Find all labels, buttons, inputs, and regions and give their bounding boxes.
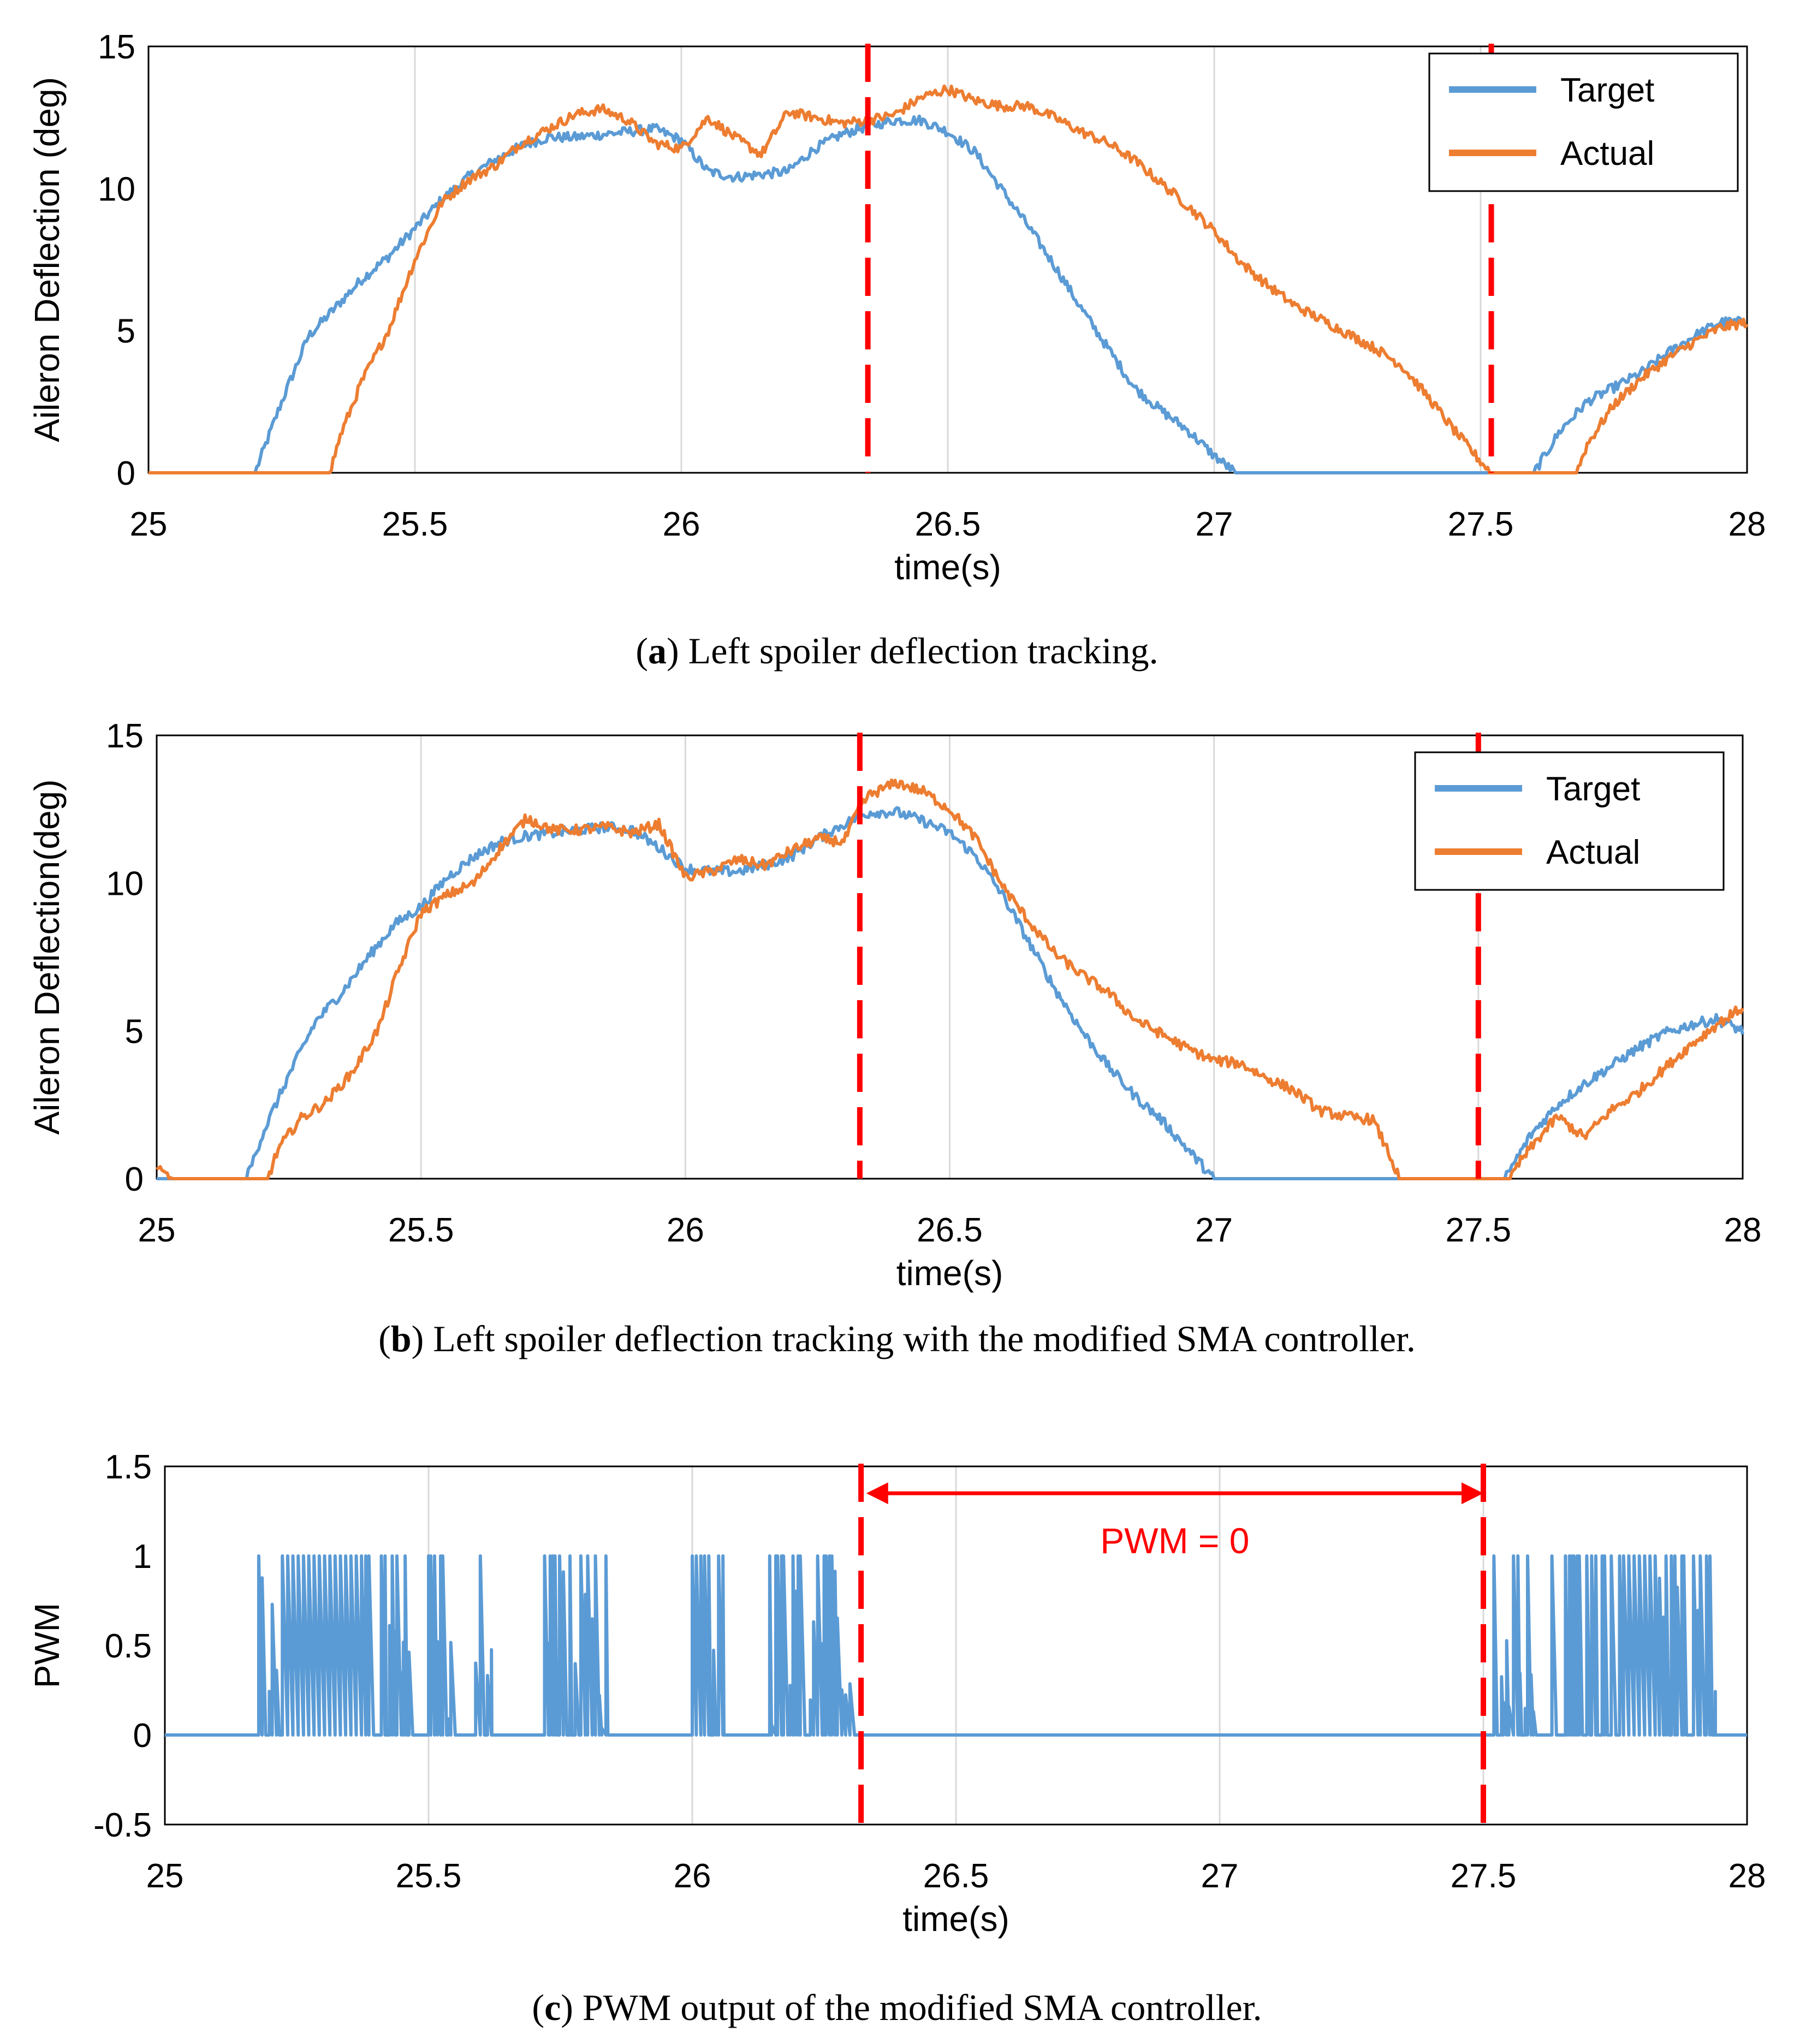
y-tick-label: 15 xyxy=(106,717,144,755)
caption-text: Left spoiler deflection tracking. xyxy=(688,630,1159,672)
x-tick-label: 28 xyxy=(1728,1857,1766,1895)
legend-label: Target xyxy=(1546,770,1640,808)
caption-text: PWM output of the modified SMA controlle… xyxy=(583,1987,1262,2028)
x-axis-title: time(s) xyxy=(902,1899,1009,1939)
legend-box xyxy=(1428,52,1739,192)
y-tick-label: 0 xyxy=(125,1161,144,1198)
caption-paren: ( xyxy=(635,630,648,672)
x-tick-label: 26 xyxy=(667,1211,704,1249)
figure-caption: (a) Left spoiler deflection tracking. xyxy=(635,630,1158,672)
x-axis-title: time(s) xyxy=(894,548,1001,587)
x-tick-label: 27.5 xyxy=(1451,1857,1517,1895)
figure-caption: (b) Left spoiler deflection tracking wit… xyxy=(378,1318,1416,1359)
y-axis-title: Aileron Deflection (deg) xyxy=(27,77,67,442)
x-tick-label: 25 xyxy=(138,1211,176,1249)
chart-panel-b: 25 25.5 26 26.5 27 27.5 28 0 5 10 15 time(s) Aileron… xyxy=(27,717,1761,1359)
caption-paren: ) xyxy=(561,1987,583,2028)
caption-paren: ) xyxy=(667,630,688,672)
caption-paren: ( xyxy=(532,1987,544,2028)
annotation-label: PWM = 0 xyxy=(1100,1520,1249,1561)
caption-letter: b xyxy=(391,1318,412,1359)
x-tick-label: 27 xyxy=(1195,1211,1233,1249)
y-tick-label: 1.5 xyxy=(105,1448,152,1486)
caption-text: Left spoiler deflection tracking with th… xyxy=(433,1318,1416,1359)
y-tick-label: 0 xyxy=(133,1717,152,1755)
series-line-pwm xyxy=(165,1554,1747,1737)
caption-letter: c xyxy=(544,1987,561,2028)
x-tick-label: 26 xyxy=(663,506,700,543)
figure-caption: (c) PWM output of the modified SMA contr… xyxy=(532,1987,1262,2028)
caption-paren: ) xyxy=(412,1318,433,1359)
series-line-actual xyxy=(148,84,1749,474)
plot-border xyxy=(164,1465,1748,1826)
y-tick-label: 0.5 xyxy=(105,1627,152,1665)
y-tick-label: 5 xyxy=(125,1013,144,1050)
legend-label: Actual xyxy=(1546,834,1640,871)
caption-letter: a xyxy=(648,630,667,672)
x-tick-label: 27 xyxy=(1201,1857,1239,1895)
x-tick-label: 25.5 xyxy=(382,506,448,543)
y-tick-label: 10 xyxy=(106,865,144,903)
chart-panel-c: 25 25.5 26 26.5 27 27.5 28 -0.5 0 0.5 1 1.5 time(s) P… xyxy=(27,1448,1766,2028)
x-tick-label: 27.5 xyxy=(1448,506,1514,543)
legend-label: Actual xyxy=(1560,135,1654,173)
x-axis-title: time(s) xyxy=(896,1253,1003,1293)
legend-label: Target xyxy=(1560,72,1654,109)
legend-box xyxy=(1414,751,1725,891)
y-tick-label: 0 xyxy=(117,455,135,492)
x-tick-label: 25 xyxy=(130,506,168,543)
y-axis-title: Aileron Deflection(deg) xyxy=(27,780,67,1135)
x-tick-label: 28 xyxy=(1724,1211,1762,1249)
arrowhead-right xyxy=(1462,1482,1483,1505)
x-tick-label: 26.5 xyxy=(923,1857,989,1895)
x-tick-label: 25 xyxy=(146,1857,184,1895)
y-tick-label: 5 xyxy=(117,313,135,350)
x-tick-label: 28 xyxy=(1728,506,1766,543)
y-tick-label: -0.5 xyxy=(93,1807,152,1844)
x-tick-label: 25.5 xyxy=(388,1211,454,1249)
y-tick-label: 15 xyxy=(98,28,135,66)
chart-panel-a: 25 25.5 26 26.5 27 27.5 28 0 5 10 15 time(s) Aileron… xyxy=(27,28,1766,672)
x-tick-label: 26.5 xyxy=(917,1211,983,1249)
x-tick-label: 25.5 xyxy=(396,1857,462,1895)
y-tick-label: 1 xyxy=(133,1538,152,1576)
plot-border xyxy=(147,45,1748,474)
x-tick-label: 26 xyxy=(674,1857,711,1895)
x-tick-label: 27.5 xyxy=(1445,1211,1511,1249)
y-axis-title: PWM xyxy=(27,1603,67,1688)
series-line-target xyxy=(148,114,1748,474)
caption-paren: ( xyxy=(378,1318,391,1359)
plot-border xyxy=(156,734,1744,1180)
x-tick-label: 27 xyxy=(1196,506,1233,543)
x-tick-label: 26.5 xyxy=(915,506,981,543)
y-tick-label: 10 xyxy=(98,170,135,208)
arrowhead-left xyxy=(866,1482,888,1505)
